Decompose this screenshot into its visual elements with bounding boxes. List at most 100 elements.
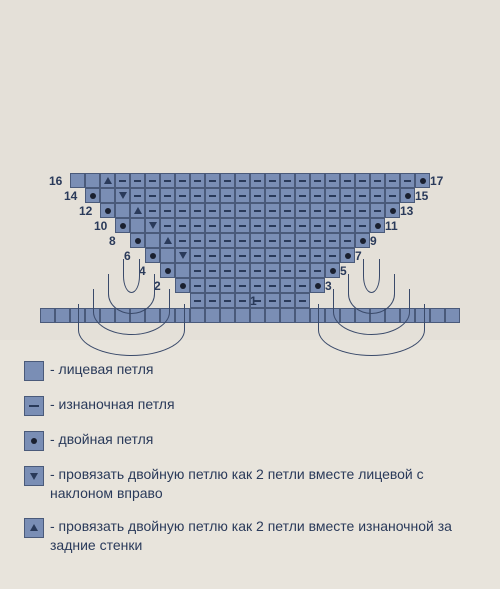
chart-cell (205, 188, 220, 203)
chart-cell (115, 218, 130, 233)
legend-swatch-plain (24, 361, 44, 381)
chart-cell (160, 173, 175, 188)
chart-cell (205, 278, 220, 293)
chart-cell (280, 203, 295, 218)
chart-cell (250, 203, 265, 218)
legend-item: - изнаночная петля (24, 395, 476, 416)
chart-cell (220, 188, 235, 203)
chart-cell (205, 263, 220, 278)
chart-cell (205, 308, 220, 323)
legend-item: - двойная петля (24, 430, 476, 451)
chart-cell (205, 233, 220, 248)
chart-cell (265, 308, 280, 323)
chart-cell (220, 203, 235, 218)
chart-cell (265, 233, 280, 248)
chart-cell (280, 308, 295, 323)
row-label: 15 (415, 189, 428, 203)
legend-text: - провязать двойную петлю как 2 петли вм… (50, 517, 476, 555)
chart-cell (310, 173, 325, 188)
chart-cell (325, 263, 340, 278)
chart-cell (370, 203, 385, 218)
chart-cell (385, 173, 400, 188)
chart-cell (355, 233, 370, 248)
chart-cell (205, 248, 220, 263)
chart-cell (445, 308, 460, 323)
chart-cell (70, 173, 85, 188)
chart-cell (385, 188, 400, 203)
chart-cell (310, 233, 325, 248)
short-row-arc (363, 259, 380, 293)
legend-text: - изнаночная петля (50, 395, 476, 414)
chart-cell (145, 203, 160, 218)
chart-cell (85, 173, 100, 188)
chart-cell (370, 173, 385, 188)
chart-cell (265, 293, 280, 308)
chart-cell (235, 263, 250, 278)
chart-cell (295, 278, 310, 293)
chart-cell (250, 263, 265, 278)
chart-cell (175, 203, 190, 218)
chart-cell (370, 188, 385, 203)
chart-cell (310, 218, 325, 233)
chart-cell (145, 248, 160, 263)
chart-cell (175, 263, 190, 278)
chart-cell (310, 188, 325, 203)
chart-cell (310, 248, 325, 263)
chart-cell (250, 308, 265, 323)
chart-cell (130, 188, 145, 203)
chart-cell (175, 188, 190, 203)
row-label: 7 (355, 249, 362, 263)
chart-cell (175, 233, 190, 248)
chart-cell (340, 173, 355, 188)
legend-item: - провязать двойную петлю как 2 петли вм… (24, 517, 476, 555)
chart-cell (355, 188, 370, 203)
row-label: 16 (49, 174, 62, 188)
chart-cell (295, 203, 310, 218)
chart-cell (220, 263, 235, 278)
chart-cell (190, 308, 205, 323)
row-label: 9 (370, 234, 377, 248)
chart-cell (340, 188, 355, 203)
row-label: 14 (64, 189, 77, 203)
chart-cell (190, 218, 205, 233)
chart-cell (340, 233, 355, 248)
chart-cell (190, 248, 205, 263)
chart-cell (295, 218, 310, 233)
chart-cell (220, 173, 235, 188)
chart-cell (235, 293, 250, 308)
legend-item: - провязать двойную петлю как 2 петли вм… (24, 465, 476, 503)
chart-cell (235, 308, 250, 323)
chart-cell (160, 218, 175, 233)
chart-cell (310, 278, 325, 293)
chart-cell (145, 218, 160, 233)
chart-cell (250, 218, 265, 233)
chart-cell (325, 188, 340, 203)
chart-cell (190, 233, 205, 248)
chart-cell (100, 203, 115, 218)
chart-cell (40, 308, 55, 323)
chart-cell (100, 173, 115, 188)
row-label: 8 (109, 234, 116, 248)
chart-cell (175, 173, 190, 188)
chart-cell (190, 293, 205, 308)
row-label: 1 (250, 294, 257, 308)
legend: - лицевая петля- изнаночная петля- двойн… (0, 340, 500, 589)
chart-cell (205, 173, 220, 188)
chart-cell (340, 203, 355, 218)
chart-cell (295, 248, 310, 263)
chart-cell (400, 188, 415, 203)
chart-cell (295, 293, 310, 308)
chart-cell (265, 278, 280, 293)
chart-cell (220, 218, 235, 233)
chart-cell (145, 173, 160, 188)
chart-cell (250, 278, 265, 293)
row-label: 5 (340, 264, 347, 278)
chart-cell (325, 218, 340, 233)
chart-cell (355, 218, 370, 233)
legend-text: - двойная петля (50, 430, 476, 449)
chart-cell (220, 308, 235, 323)
chart-cell (145, 188, 160, 203)
chart-cell (205, 203, 220, 218)
chart-cell (280, 188, 295, 203)
chart-cell (220, 293, 235, 308)
